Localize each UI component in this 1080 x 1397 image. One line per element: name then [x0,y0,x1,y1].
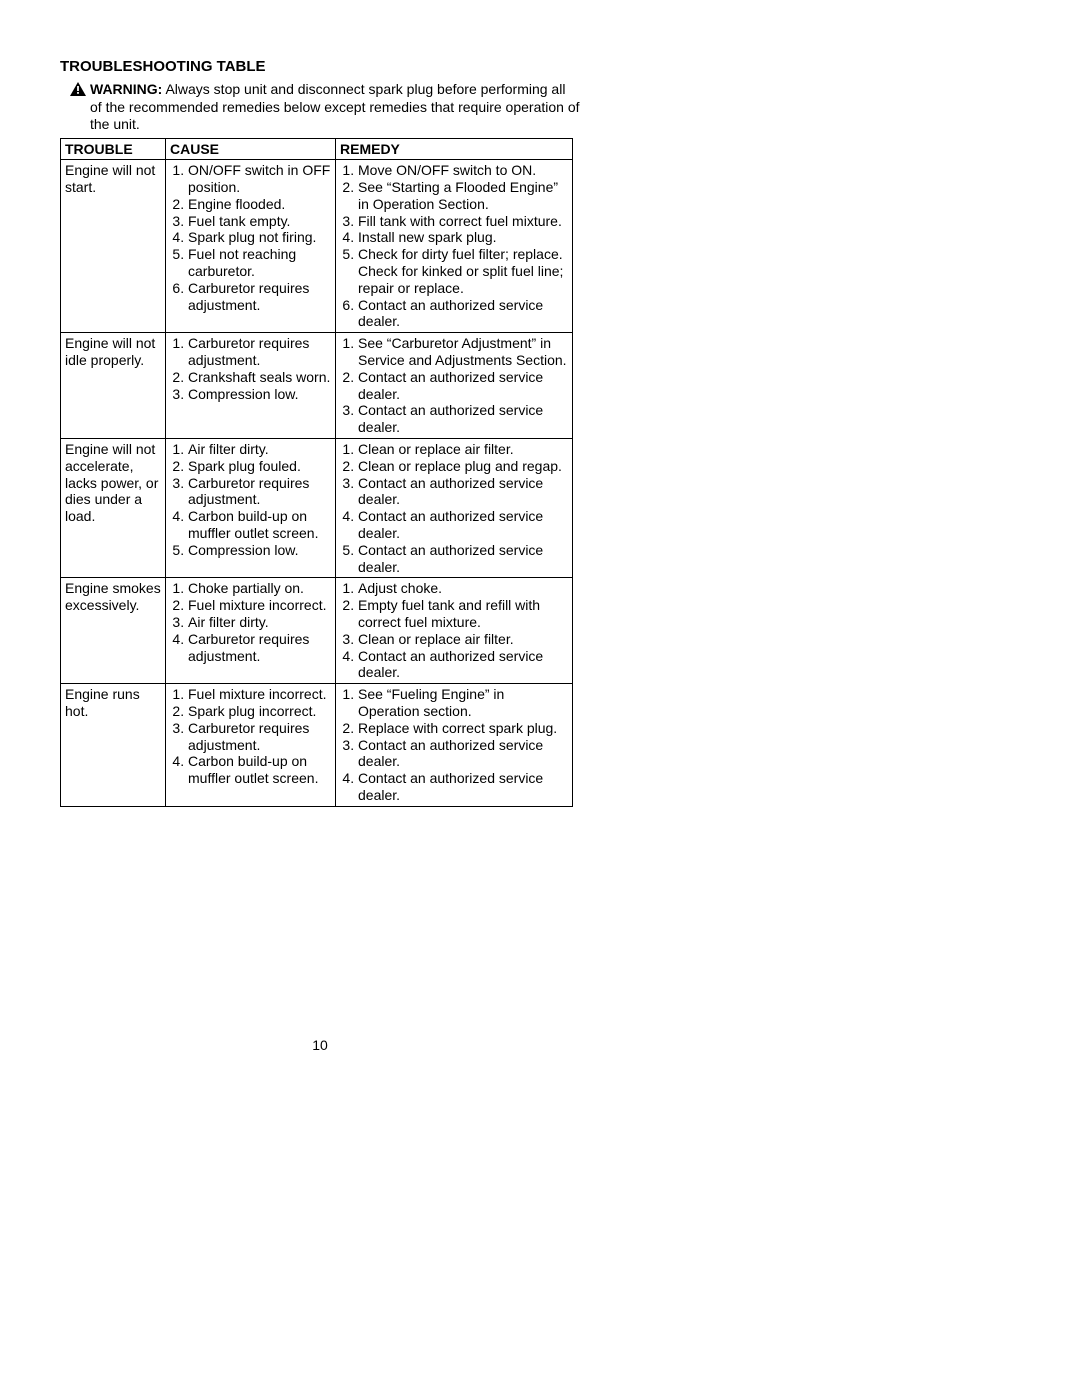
section-title: TROUBLESHOOTING TABLE [60,58,1020,75]
list-item: Air filter dirty. [188,614,331,631]
list-item: Fuel mixture incorrect. [188,597,331,614]
trouble-cell: Engine runs hot. [61,684,166,807]
numbered-list: Adjust choke.Empty fuel tank and refill … [340,580,568,681]
numbered-list: Clean or replace air filter.Clean or rep… [340,441,568,575]
list-item: Contact an authorized service dealer. [358,542,568,576]
list-item: Spark plug fouled. [188,458,331,475]
list-item: Contact an authorized service dealer. [358,402,568,436]
list-item: Contact an authorized service dealer. [358,297,568,331]
list-item: Carburetor requires adjustment. [188,475,331,509]
col-header-trouble: TROUBLE [61,138,166,160]
cause-cell: ON/OFF switch in OFF position.Engine flo… [166,160,336,333]
list-item: Fuel mixture incorrect. [188,686,331,703]
list-item: Fuel not reaching carburetor. [188,246,331,280]
list-item: Contact an authorized service dealer. [358,770,568,804]
trouble-cell: Engine smokes excessively. [61,578,166,684]
list-item: Crankshaft seals worn. [188,369,331,386]
list-item: Fill tank with correct fuel mixture. [358,213,568,230]
trouble-cell: Engine will not idle properly. [61,333,166,439]
list-item: Adjust choke. [358,580,568,597]
list-item: Contact an authorized service dealer. [358,369,568,403]
list-item: See “Fueling Engine” in Operation sectio… [358,686,568,720]
warning-text: WARNING: Always stop unit and disconnect… [90,81,580,134]
list-item: Carbon build-up on muffler outlet screen… [188,753,331,787]
list-item: ON/OFF switch in OFF position. [188,162,331,196]
list-item: Fuel tank empty. [188,213,331,230]
list-item: Engine flooded. [188,196,331,213]
list-item: Carbon build-up on muffler outlet screen… [188,508,331,542]
list-item: See “Starting a Flooded Engine” in Opera… [358,179,568,213]
list-item: Empty fuel tank and refill with correct … [358,597,568,631]
list-item: Carburetor requires adjustment. [188,631,331,665]
list-item: Compression low. [188,542,331,559]
list-item: Contact an authorized service dealer. [358,475,568,509]
cause-cell: Carburetor requires adjustment.Crankshaf… [166,333,336,439]
list-item: Carburetor requires adjustment. [188,720,331,754]
list-item: Contact an authorized service dealer. [358,737,568,771]
cause-cell: Fuel mixture incorrect.Spark plug incorr… [166,684,336,807]
page-number: 10 [280,1037,360,1053]
numbered-list: See “Carburetor Adjustment” in Service a… [340,335,568,436]
cause-cell: Air filter dirty.Spark plug fouled.Carbu… [166,439,336,578]
troubleshooting-table: TROUBLE CAUSE REMEDY Engine will not sta… [60,138,573,807]
list-item: Clean or replace air filter. [358,441,568,458]
numbered-list: Carburetor requires adjustment.Crankshaf… [170,335,331,402]
numbered-list: Choke partially on.Fuel mixture incorrec… [170,580,331,664]
trouble-cell: Engine will not accelerate, lacks power,… [61,439,166,578]
warning-block: WARNING: Always stop unit and disconnect… [70,81,580,134]
list-item: Check for dirty fuel filter; replace. Ch… [358,246,568,296]
list-item: Clean or replace plug and regap. [358,458,568,475]
numbered-list: Fuel mixture incorrect.Spark plug incorr… [170,686,331,787]
numbered-list: Move ON/OFF switch to ON.See “Starting a… [340,162,568,330]
table-header-row: TROUBLE CAUSE REMEDY [61,138,573,160]
cause-cell: Choke partially on.Fuel mixture incorrec… [166,578,336,684]
table-row: Engine smokes excessively.Choke partiall… [61,578,573,684]
list-item: See “Carburetor Adjustment” in Service a… [358,335,568,369]
list-item: Replace with correct spark plug. [358,720,568,737]
numbered-list: See “Fueling Engine” in Operation sectio… [340,686,568,804]
warning-triangle-icon [70,82,86,101]
table-row: Engine will not start.ON/OFF switch in O… [61,160,573,333]
remedy-cell: Move ON/OFF switch to ON.See “Starting a… [336,160,573,333]
page: TROUBLESHOOTING TABLE WARNING: Always st… [0,0,1080,1093]
list-item: Contact an authorized service dealer. [358,508,568,542]
list-item: Spark plug incorrect. [188,703,331,720]
list-item: Contact an authorized service dealer. [358,648,568,682]
remedy-cell: Adjust choke.Empty fuel tank and refill … [336,578,573,684]
list-item: Choke partially on. [188,580,331,597]
list-item: Carburetor requires adjustment. [188,335,331,369]
list-item: Spark plug not firing. [188,229,331,246]
list-item: Move ON/OFF switch to ON. [358,162,568,179]
list-item: Air filter dirty. [188,441,331,458]
col-header-cause: CAUSE [166,138,336,160]
trouble-cell: Engine will not start. [61,160,166,333]
list-item: Clean or replace air filter. [358,631,568,648]
warning-label: WARNING: [90,81,162,97]
remedy-cell: Clean or replace air filter.Clean or rep… [336,439,573,578]
remedy-cell: See “Carburetor Adjustment” in Service a… [336,333,573,439]
list-item: Carburetor requires adjustment. [188,280,331,314]
numbered-list: ON/OFF switch in OFF position.Engine flo… [170,162,331,313]
table-row: Engine runs hot.Fuel mixture incorrect.S… [61,684,573,807]
table-row: Engine will not idle properly.Carburetor… [61,333,573,439]
remedy-cell: See “Fueling Engine” in Operation sectio… [336,684,573,807]
list-item: Compression low. [188,386,331,403]
col-header-remedy: REMEDY [336,138,573,160]
list-item: Install new spark plug. [358,229,568,246]
warning-body: Always stop unit and disconnect spark pl… [90,81,580,132]
table-row: Engine will not accelerate, lacks power,… [61,439,573,578]
numbered-list: Air filter dirty.Spark plug fouled.Carbu… [170,441,331,559]
